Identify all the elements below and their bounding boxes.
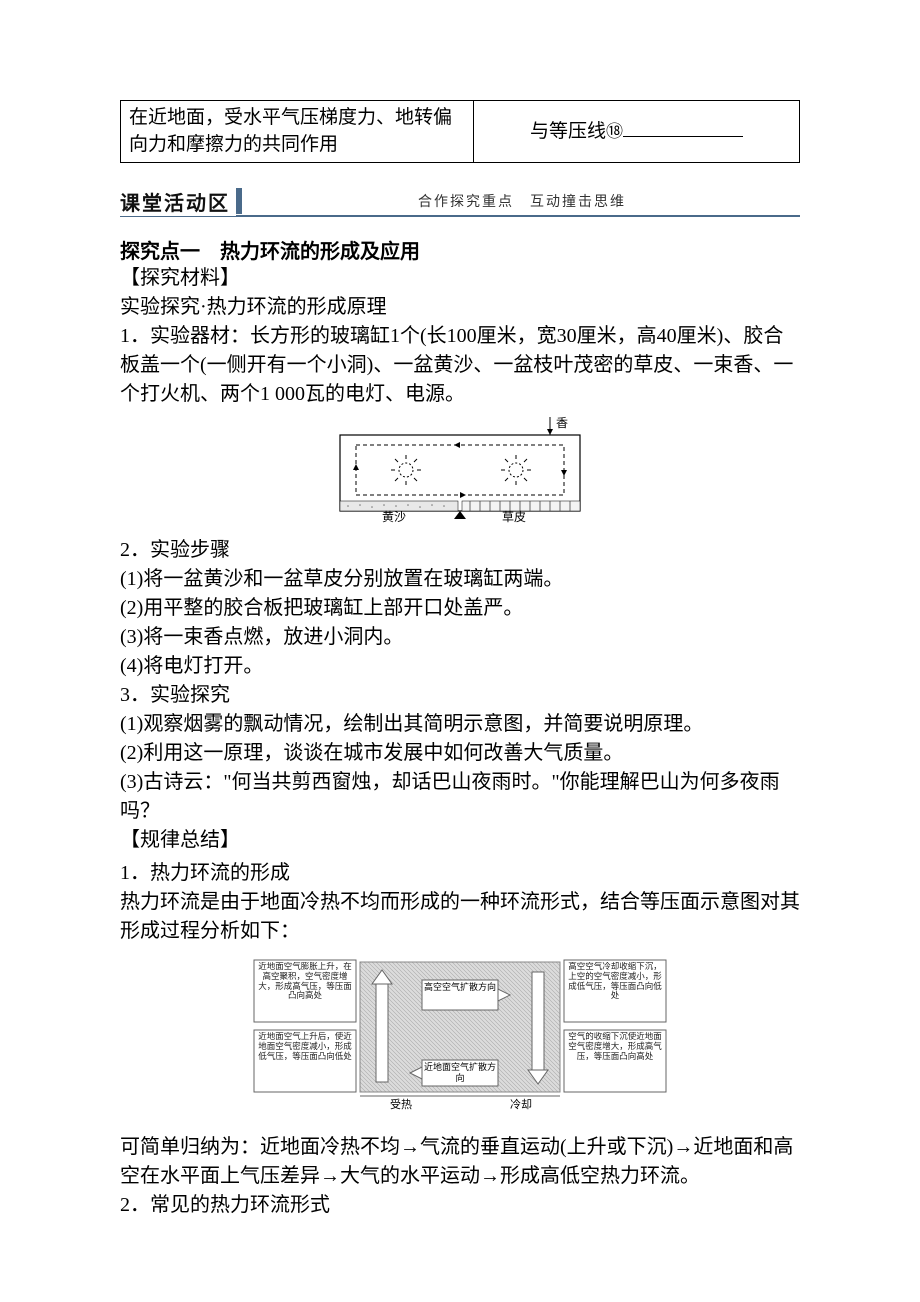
text-lt: 近地面空气膨胀上升，在高空聚积，空气密度增大，形成高气压，等压面凸向高处 [256,962,354,1001]
top-cell-right: 与等压线⑱ [474,101,800,163]
text-rt: 高空空气冷却收缩下沉，上空的空气密度减小，形成低气压，等压面凸向低处 [566,962,664,1001]
rules-h2: 2．常见的热力环流形式 [120,1191,800,1220]
lamp-left [391,455,421,485]
section-header-title: 课堂活动区 [120,187,236,216]
top-right-prefix: 与等压线 [530,121,606,142]
section-header-bar [236,188,242,214]
incense-label: 香 [556,416,568,430]
explore-item-2: (2)利用这一原理，谈谈在城市发展中如何改善大气质量。 [120,739,800,768]
arrow-left [353,464,359,470]
rules-label: 【规律总结】 [120,826,800,855]
materials-sub: 实验探究·热力环流的形成原理 [120,293,800,322]
equipment-text: 1．实验器材：长方形的玻璃缸1个(长100厘米，宽30厘米，高40厘米)、胶合板… [120,322,800,409]
step-4: (4)将电灯打开。 [120,652,800,681]
rules-p1: 热力环流是由于地面冷热不均而形成的一种环流形式，结合等压面示意图对其形成过程分析… [120,888,800,946]
incense-arrow-head [547,429,553,435]
materials-label: 【探究材料】 [120,264,800,293]
sand-label: 黄沙 [382,510,406,524]
text-rb: 空气的收缩下沉使近地面空气密度增大，形成高气压，等压面凸向高处 [566,1032,664,1061]
top-arrow-text: 高空空气扩散方向 [424,982,496,993]
step-1: (1)将一盆黄沙和一盆草皮分别放置在玻璃缸两端。 [120,565,800,594]
top-cell-left: 在近地面，受水平气压梯度力、地转偏向力和摩擦力的共同作用 [121,101,474,163]
explore-title: 探究点一 热力环流的形成及应用 [120,235,800,264]
top-right-marker: ⑱ [606,122,623,141]
ground-right-label: 冷却 [510,1098,532,1111]
section-header-subtitle: 合作探究重点 互动撞击思维 [244,191,800,211]
explore-label: 3．实验探究 [120,681,800,710]
steps-label: 2．实验步骤 [120,536,800,565]
ground-left-label: 受热 [390,1098,412,1111]
circulation-path [356,445,564,495]
arrow-top [454,442,460,448]
experiment-diagram: 香 黄沙 草皮 [120,415,800,530]
step-3: (3)将一束香点燃，放进小洞内。 [120,623,800,652]
top-table: 在近地面，受水平气压梯度力、地转偏向力和摩擦力的共同作用 与等压线⑱ [120,100,800,163]
grass-label: 草皮 [502,510,526,524]
arrow-right [561,470,567,476]
arrow-bottom [460,492,466,498]
section-header: 课堂活动区 合作探究重点 互动撞击思维 [120,187,800,217]
ground-divider-arrow [454,511,466,519]
explore-item-1: (1)观察烟雾的飘动情况，绘制出其简明示意图，并简要说明原理。 [120,710,800,739]
equip-label: 1．实验器材： [120,325,250,347]
rules-h1: 1．热力环流的形成 [120,859,800,888]
bottom-arrow-text: 近地面空气扩散方向 [424,1062,496,1084]
step-2: (2)用平整的胶合板把玻璃缸上部开口处盖严。 [120,594,800,623]
text-lb: 近地面空气上升后，使近地面空气密度减小，形成低气压，等压面凸向低处 [256,1032,354,1061]
fill-blank-line [623,117,743,137]
circulation-diagram: 近地面空气膨胀上升，在高空聚积，空气密度增大，形成高气压，等压面凸向高处 近地面… [120,952,800,1127]
explore-item-3: (3)古诗云："何当共剪西窗烛，却话巴山夜雨时。"你能理解巴山为何多夜雨吗？ [120,768,800,826]
rules-p2: 可简单归纳为：近地面冷热不均→气流的垂直运动(上升或下沉)→近地面和高空在水平面… [120,1133,800,1191]
lamp-right [501,455,531,485]
